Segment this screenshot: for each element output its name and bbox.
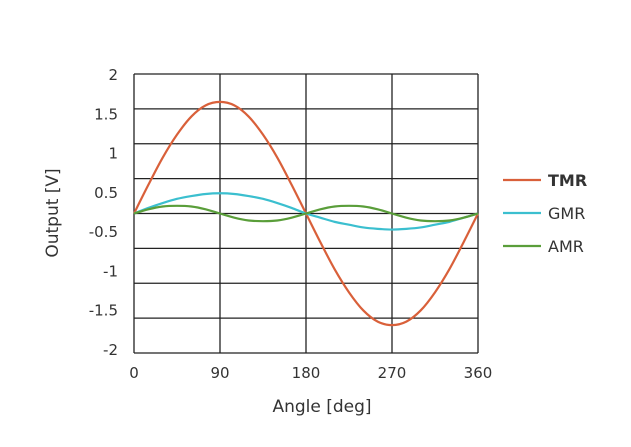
- y-tick-label: -2: [103, 341, 118, 359]
- legend-label-gmr: GMR: [548, 204, 585, 223]
- legend: TMR GMR AMR: [503, 171, 587, 256]
- x-tick-labels: 0 90 180 270 360: [129, 364, 492, 382]
- legend-label-tmr: TMR: [548, 171, 587, 190]
- y-tick-label: -1: [103, 262, 118, 280]
- y-tick-labels: 2 1.5 1 0.5 -0.5 -1 -1.5 -2: [89, 66, 118, 359]
- series-lines: [133, 100, 479, 327]
- y-tick-label: 1: [108, 145, 118, 163]
- y-tick-label: 0.5: [94, 184, 118, 202]
- series-line-amr: [133, 204, 479, 223]
- x-tick-label: 180: [292, 364, 321, 382]
- y-tick-label: -1.5: [89, 302, 118, 320]
- y-tick-label: -0.5: [89, 223, 118, 241]
- y-axis-label: Output [V]: [43, 168, 63, 257]
- x-tick-label: 90: [210, 364, 229, 382]
- y-tick-label: 2: [108, 66, 118, 84]
- x-tick-label: 0: [129, 364, 139, 382]
- x-tick-label: 360: [464, 364, 493, 382]
- x-axis-label: Angle [deg]: [272, 397, 371, 417]
- x-tick-label: 270: [378, 364, 407, 382]
- y-tick-label: 1.5: [94, 105, 118, 123]
- legend-label-amr: AMR: [548, 237, 584, 256]
